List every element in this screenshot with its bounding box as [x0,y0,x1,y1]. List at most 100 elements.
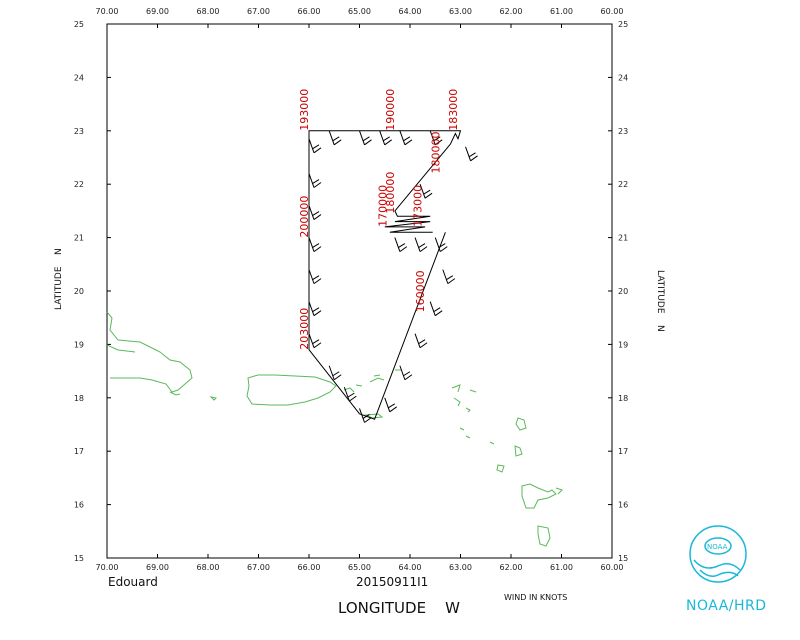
time-label: 160000 [414,270,427,312]
lon-tick-label-top: 60.00 [601,7,624,16]
top-longitude-labels: 70.00 69.00 68.00 67.00 66.00 65.00 64.00 63.00… [96,7,624,16]
lon-tick-label-bottom: 62.00 [500,563,523,572]
lon-tick-label-bottom: 70.00 [96,563,119,572]
mona-island [209,396,218,401]
antigua-barbuda [465,389,477,413]
svg-text:NOAA: NOAA [707,543,728,551]
lat-tick-label-right: 24 [618,73,628,82]
lat-tick-label-left: 17 [74,447,84,456]
hispaniola-south-coast [106,344,136,353]
time-label: 170000 [376,185,389,227]
lon-tick-label-bottom: 60.00 [601,563,624,572]
time-label: 180000 [429,132,442,174]
time-label: 203000 [298,308,311,350]
wind-barb [328,365,342,381]
st-lucia [537,525,551,547]
lon-tick-label-bottom: 65.00 [348,563,371,572]
lat-tick-label-left: 25 [74,20,84,29]
lon-tick-label-top: 62.00 [500,7,523,16]
y-axis-title-right: LATITUDE N [655,270,665,332]
lon-tick-label-bottom: 63.00 [449,563,472,572]
lon-tick-label-bottom: 66.00 [298,563,321,572]
wind-barb [399,365,413,381]
lon-tick-label-bottom: 67.00 [247,563,270,572]
plot-frame [106,23,613,559]
anguilla-stmartin [451,384,461,407]
hispaniola-coast [106,311,193,393]
wind-barbs [308,130,478,423]
lon-tick-label-top: 66.00 [298,7,321,16]
beata-island [169,391,181,396]
coastlines [106,311,563,547]
x-axis-title: LONGITUDE W [338,599,460,617]
right-latitude-labels: 15 16 17 18 19 20 21 22 23 24 25 [618,20,628,563]
lat-tick-label-left: 20 [74,287,84,296]
wind-barb [419,184,433,199]
wind-barb [465,146,478,162]
lat-tick-label-right: 19 [618,340,628,349]
lat-tick-label-left: 23 [74,127,84,136]
lon-tick-label-top: 65.00 [348,7,371,16]
flight-id: 20150911I1 [356,575,428,589]
lon-tick-label-top: 70.00 [96,7,119,16]
wind-barb [414,237,428,253]
lat-tick-label-left: 21 [74,234,84,243]
axis-ticks [106,23,613,559]
time-label: 190000 [384,89,397,131]
wind-barb [308,237,322,253]
lat-tick-label-right: 22 [618,180,628,189]
lon-tick-label-bottom: 61.00 [550,563,573,572]
wind-barb [399,130,413,146]
lat-tick-label-left: 16 [74,501,84,510]
time-label: 180000 [384,172,397,214]
lat-tick-label-right: 21 [618,234,628,243]
flight-track [308,130,462,420]
agency-label: NOAA/HRD [686,598,767,614]
guadeloupe [515,417,527,431]
time-label: 173000 [412,185,425,227]
lat-tick-label-right: 16 [618,501,628,510]
virgin-islands [364,369,402,419]
time-label: 193000 [298,89,311,131]
wind-barb [414,333,428,349]
lesser-antilles-1 [459,427,471,439]
time-labels: 193000 190000 183000 200000 203000 160000 1700… [298,89,460,350]
lat-tick-label-left: 15 [74,554,84,563]
martinique-east [555,487,563,495]
lon-tick-label-top: 67.00 [247,7,270,16]
lon-tick-label-top: 61.00 [550,7,573,16]
lon-tick-label-bottom: 68.00 [197,563,220,572]
wind-barb [308,173,322,188]
wind-barb [328,130,342,146]
lon-tick-label-top: 64.00 [399,7,422,16]
wind-barb [343,386,357,402]
marie-galante [496,464,505,473]
wind-units: WIND IN KNOTS [504,593,567,602]
wind-barb [384,397,398,413]
puerto-rico-coast [246,374,337,406]
y-axis-title-left: LATITUDE N [54,248,64,310]
dominica [514,445,523,457]
wind-barb [359,408,372,423]
vieques-culebra [343,384,363,393]
wind-barb [308,269,322,285]
wind-barb [359,130,372,146]
track-line [308,130,462,420]
lon-tick-label-top: 68.00 [197,7,220,16]
martinique [521,483,557,509]
lat-tick-label-left: 22 [74,180,84,189]
time-label: 200000 [298,196,311,238]
lat-tick-label-right: 20 [618,287,628,296]
wind-barb [308,333,322,349]
lon-tick-label-bottom: 69.00 [146,563,169,572]
wind-barb [308,138,322,154]
wind-barb [308,205,322,220]
left-latitude-labels: 15 16 17 18 19 20 21 22 23 24 25 [74,20,84,563]
lat-tick-label-right: 15 [618,554,628,563]
wind-barb [434,237,448,253]
lat-tick-label-left: 18 [74,394,84,403]
lat-tick-label-right: 18 [618,394,628,403]
wind-barb [429,130,443,146]
wind-barb [379,130,392,146]
